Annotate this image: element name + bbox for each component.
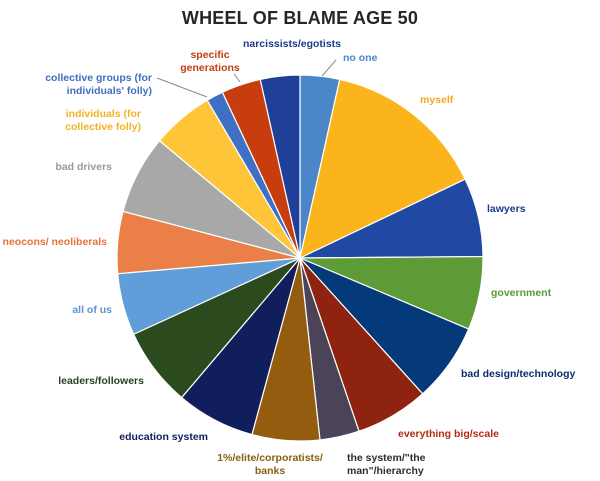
slice-label: lawyers	[487, 203, 526, 215]
slice-label: leaders/followers	[58, 375, 144, 387]
slice-label: no one	[343, 52, 378, 64]
slice-label: 1%/elite/corporatists/banks	[217, 452, 323, 477]
slice-label: education system	[119, 431, 208, 443]
slice-label: specific generations	[180, 49, 240, 74]
leader-line	[233, 73, 241, 83]
slice-label: everything big/scale	[398, 428, 499, 440]
slice-label: neocons/ neoliberals	[3, 236, 108, 248]
slice-label: government	[491, 287, 552, 299]
slice-label: collective groups (for individuals' folly…	[45, 72, 152, 97]
slice-label: bad drivers	[55, 161, 112, 173]
chart-title: WHEEL OF BLAME AGE 50	[181, 8, 419, 28]
slice-label: the system/"the man"/hierarchy	[347, 452, 426, 477]
slice-labels: no one myself lawyers government bad design/…	[3, 38, 576, 477]
slice-label: individuals (for collective folly)	[65, 108, 141, 133]
slice-label: all of us	[72, 304, 112, 316]
pie-slice	[299, 78, 466, 260]
leader-lines	[156, 59, 337, 98]
pie-slice	[259, 74, 301, 259]
pie-slices	[116, 74, 484, 442]
slice-label: narcissists/egotists	[243, 38, 341, 50]
slice-label: myself	[420, 94, 454, 106]
leader-line	[321, 59, 337, 77]
leader-line	[156, 77, 208, 98]
slice-label: bad design/technology	[461, 368, 576, 380]
